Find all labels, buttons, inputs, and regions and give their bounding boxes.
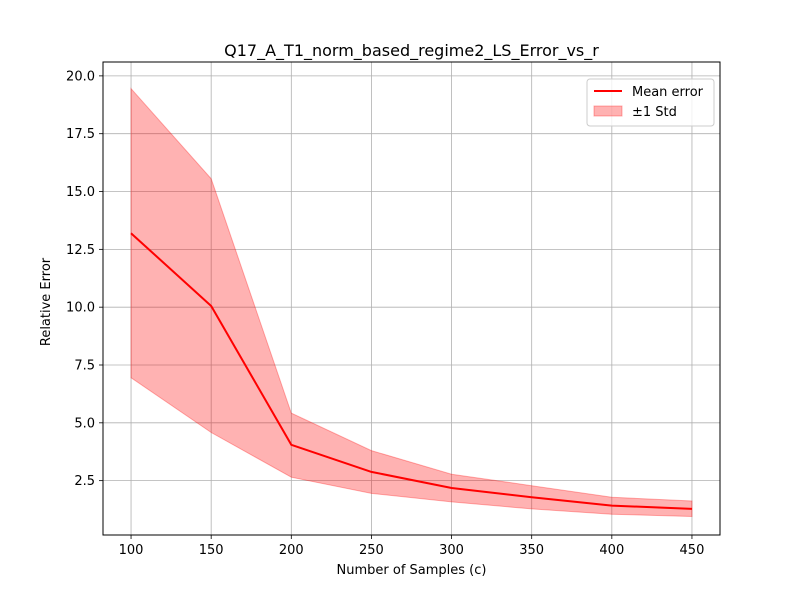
x-tick-label: 400 — [599, 543, 624, 558]
legend-label-std: ±1 Std — [632, 105, 677, 120]
y-tick-label: 5.0 — [74, 416, 95, 431]
x-tick-label: 150 — [199, 543, 224, 558]
chart-title: Q17_A_T1_norm_based_regime2_LS_Error_vs_… — [224, 41, 599, 61]
x-tick-label: 300 — [439, 543, 464, 558]
y-axis-ticks: 2.5 5.0 7.5 10.0 12.5 15.0 17.5 20.0 — [66, 69, 103, 489]
x-tick-label: 450 — [680, 543, 705, 558]
y-axis-label: Relative Error — [39, 257, 54, 346]
y-tick-label: 20.0 — [66, 69, 95, 84]
x-tick-label: 350 — [519, 543, 544, 558]
legend-band-swatch — [593, 105, 623, 117]
y-tick-label: 15.0 — [66, 185, 95, 200]
legend: Mean error ±1 Std — [586, 78, 715, 127]
x-axis-ticks: 100 150 200 250 300 350 400 450 — [119, 535, 705, 558]
x-tick-label: 100 — [119, 543, 144, 558]
y-tick-label: 2.5 — [74, 474, 95, 489]
x-axis-label: Number of Samples (c) — [337, 563, 487, 578]
legend-label-mean: Mean error — [632, 85, 704, 100]
grid — [103, 62, 720, 535]
data-points — [131, 233, 692, 509]
x-tick-label: 250 — [359, 543, 384, 558]
mean-error-line — [130, 232, 693, 510]
x-tick-label: 200 — [279, 543, 304, 558]
y-tick-label: 10.0 — [66, 301, 95, 316]
y-tick-label: 17.5 — [66, 127, 95, 142]
y-tick-label: 12.5 — [66, 243, 95, 258]
y-tick-label: 7.5 — [74, 358, 95, 373]
plot-frame — [102, 61, 721, 536]
